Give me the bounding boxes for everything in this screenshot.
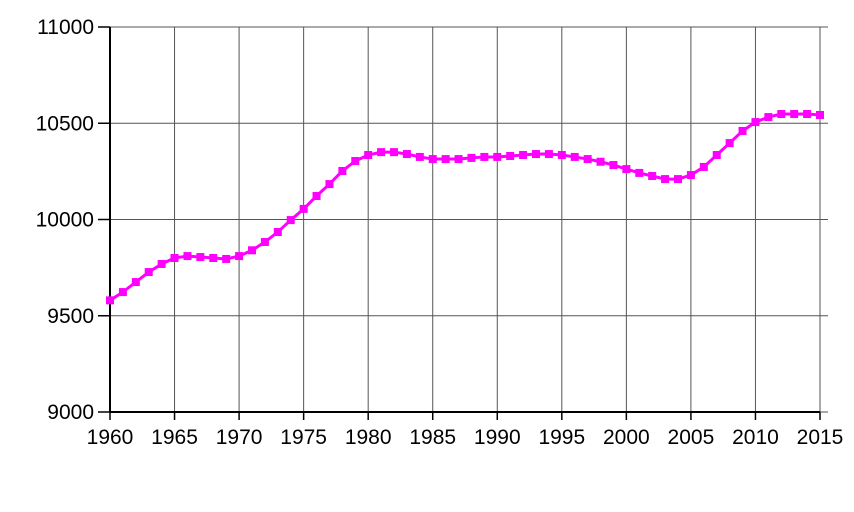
y-tick-label: 10000 [36,209,94,232]
data-point [106,296,114,305]
data-point [144,268,153,277]
data-point [764,113,773,122]
data-point [299,204,308,213]
data-point [428,155,437,164]
data-point [480,152,489,161]
data-point [286,216,295,225]
data-point [377,148,386,157]
x-tick-label: 2015 [797,426,844,449]
data-point [325,180,334,189]
data-point [248,246,256,255]
data-point [532,150,540,159]
data-point [338,166,347,175]
y-tick-label: 11000 [37,16,94,39]
data-point [712,151,721,160]
data-point [519,151,528,160]
data-point [751,118,760,127]
data-point [648,171,657,180]
data-point [131,278,140,287]
data-point [816,110,824,119]
data-point [196,253,205,262]
data-point [596,157,605,166]
data-point [260,238,269,247]
data-point [622,165,631,174]
data-point [183,252,192,261]
x-tick-label: 2010 [732,426,779,449]
data-point [402,150,411,159]
x-tick-label: 1995 [538,426,585,449]
data-point [118,288,127,297]
data-point [454,155,463,164]
x-tick-label: 2000 [603,426,650,449]
x-tick-label: 1985 [409,426,456,449]
data-point [661,175,670,184]
data-point [364,151,373,160]
data-point [635,168,644,177]
data-point [609,161,618,170]
data-point [583,155,592,164]
data-point [699,162,708,171]
data-point [777,110,786,119]
x-tick-label: 1960 [87,426,134,449]
data-point [441,155,450,164]
data-point [312,192,321,201]
data-point [686,171,695,180]
x-tick-label: 1990 [474,426,521,449]
data-point [738,126,747,135]
data-point [506,151,515,160]
data-point [273,228,282,237]
data-point [544,150,553,159]
x-tick-label: 1965 [151,426,198,449]
x-tick-label: 1970 [216,426,263,449]
y-tick-label: 9000 [47,401,94,424]
data-point [235,252,244,261]
x-tick-label: 1975 [280,426,327,449]
data-point [157,259,166,268]
data-point [467,153,476,162]
data-point [570,152,579,161]
data-point [222,254,231,263]
data-point [415,152,424,161]
data-point [790,110,799,119]
data-point [209,254,218,262]
data-line [109,112,821,302]
x-tick-label: 2005 [668,426,715,449]
y-tick-label: 10500 [36,112,94,135]
y-tick-label: 9500 [47,305,94,328]
data-point [493,152,502,161]
data-point [557,151,566,160]
data-point [390,148,398,157]
data-point [351,156,360,165]
data-point [674,175,682,184]
data-point [725,139,734,148]
data-point [803,110,812,119]
x-tick-label: 1980 [345,426,392,449]
data-point [170,254,179,262]
